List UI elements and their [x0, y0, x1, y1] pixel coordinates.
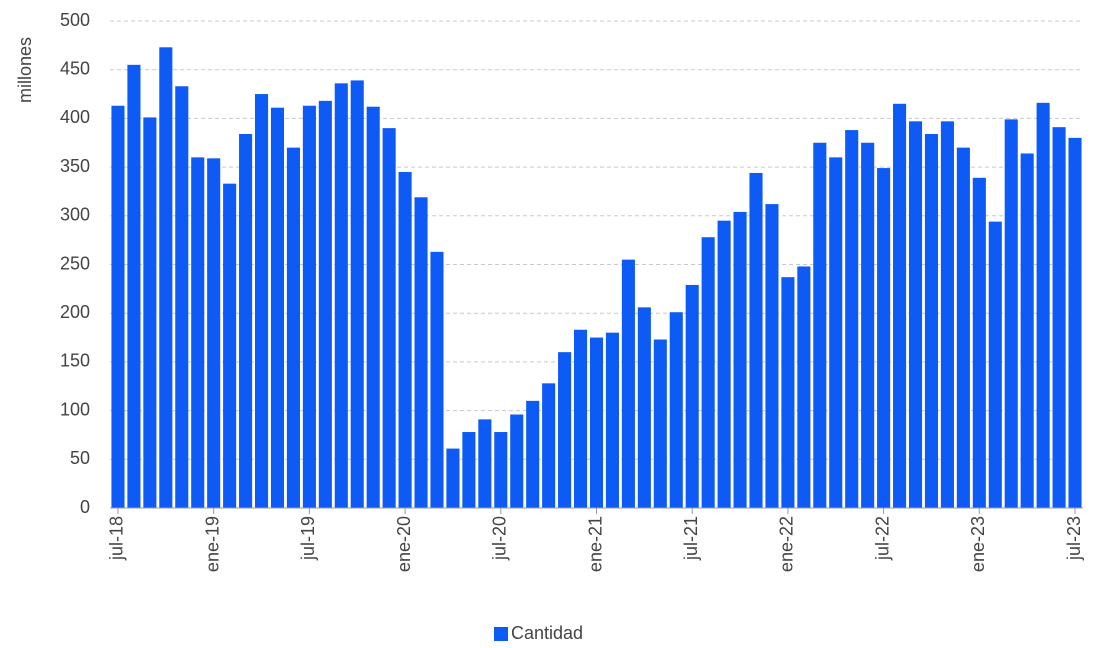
bar [589, 337, 604, 508]
bar [988, 221, 1002, 509]
y-tick-label: 50 [70, 448, 90, 468]
y-tick-label: 150 [60, 351, 90, 371]
bar [526, 400, 540, 508]
bar [829, 157, 843, 509]
bar [749, 172, 763, 508]
bar [270, 107, 285, 508]
bar [334, 83, 348, 508]
y-tick-label: 400 [60, 107, 90, 127]
bar [286, 147, 300, 508]
bar [207, 158, 221, 509]
x-tick-label: ene-23 [968, 516, 988, 572]
bar [159, 47, 173, 508]
x-tick-label: ene-21 [585, 516, 605, 572]
bar [893, 103, 907, 508]
bar [414, 197, 428, 508]
bar [956, 147, 970, 508]
bar [685, 284, 699, 508]
bar [940, 121, 954, 509]
bar [717, 220, 731, 509]
bar [191, 157, 205, 509]
bar [845, 130, 859, 508]
bar [1004, 119, 1018, 509]
bar [478, 419, 492, 508]
bar [318, 100, 332, 509]
x-tick-label: ene-19 [202, 516, 222, 572]
bar [254, 94, 269, 509]
x-tick-label: ene-22 [777, 516, 797, 572]
bar [972, 177, 986, 508]
bar [558, 352, 572, 508]
bar [239, 133, 253, 508]
bar [1068, 137, 1082, 508]
y-tick-label: 500 [60, 10, 90, 30]
bar [143, 117, 157, 509]
x-tick-label: jul-18 [107, 516, 127, 561]
legend-swatch [494, 627, 508, 641]
bar [510, 414, 524, 508]
x-tick-label: jul-21 [681, 516, 701, 561]
bar [350, 80, 364, 508]
x-tick-label: jul-23 [1064, 516, 1084, 561]
bar [494, 432, 508, 508]
bar [1036, 102, 1050, 508]
bar [781, 277, 795, 508]
bar [574, 329, 588, 508]
y-tick-label: 0 [80, 497, 90, 517]
x-tick-label: jul-20 [490, 516, 510, 561]
y-tick-label: 250 [60, 253, 90, 273]
bar [446, 448, 460, 508]
bar [1052, 127, 1066, 508]
x-tick-label: jul-22 [872, 516, 892, 561]
bar [223, 183, 237, 508]
bar [302, 105, 316, 508]
y-tick-label: 100 [60, 399, 90, 419]
bar [908, 121, 923, 509]
bar [111, 105, 125, 508]
bar [733, 211, 747, 509]
bar [1020, 153, 1034, 509]
y-tick-label: 200 [60, 302, 90, 322]
bar [621, 259, 635, 508]
bar [542, 383, 556, 508]
bar [797, 266, 811, 508]
y-axis-label: millones [15, 37, 35, 103]
bar [430, 251, 444, 508]
x-tick-label: jul-19 [298, 516, 318, 561]
bar [637, 307, 651, 508]
y-tick-label: 300 [60, 205, 90, 225]
bar [669, 312, 683, 508]
bar [653, 339, 667, 508]
legend-label: Cantidad [511, 623, 583, 643]
bar [765, 204, 779, 508]
bar [398, 171, 412, 508]
bar [861, 142, 875, 508]
bar [701, 237, 715, 508]
y-tick-label: 350 [60, 156, 90, 176]
bar [366, 106, 380, 508]
bar [462, 432, 476, 508]
bar [382, 128, 396, 508]
bar [175, 86, 189, 509]
bar [813, 142, 827, 508]
y-tick-label: 450 [60, 58, 90, 78]
bar [924, 133, 939, 508]
bar [605, 332, 619, 508]
bar [127, 64, 141, 508]
x-tick-label: ene-20 [394, 516, 414, 572]
bar [877, 168, 891, 508]
